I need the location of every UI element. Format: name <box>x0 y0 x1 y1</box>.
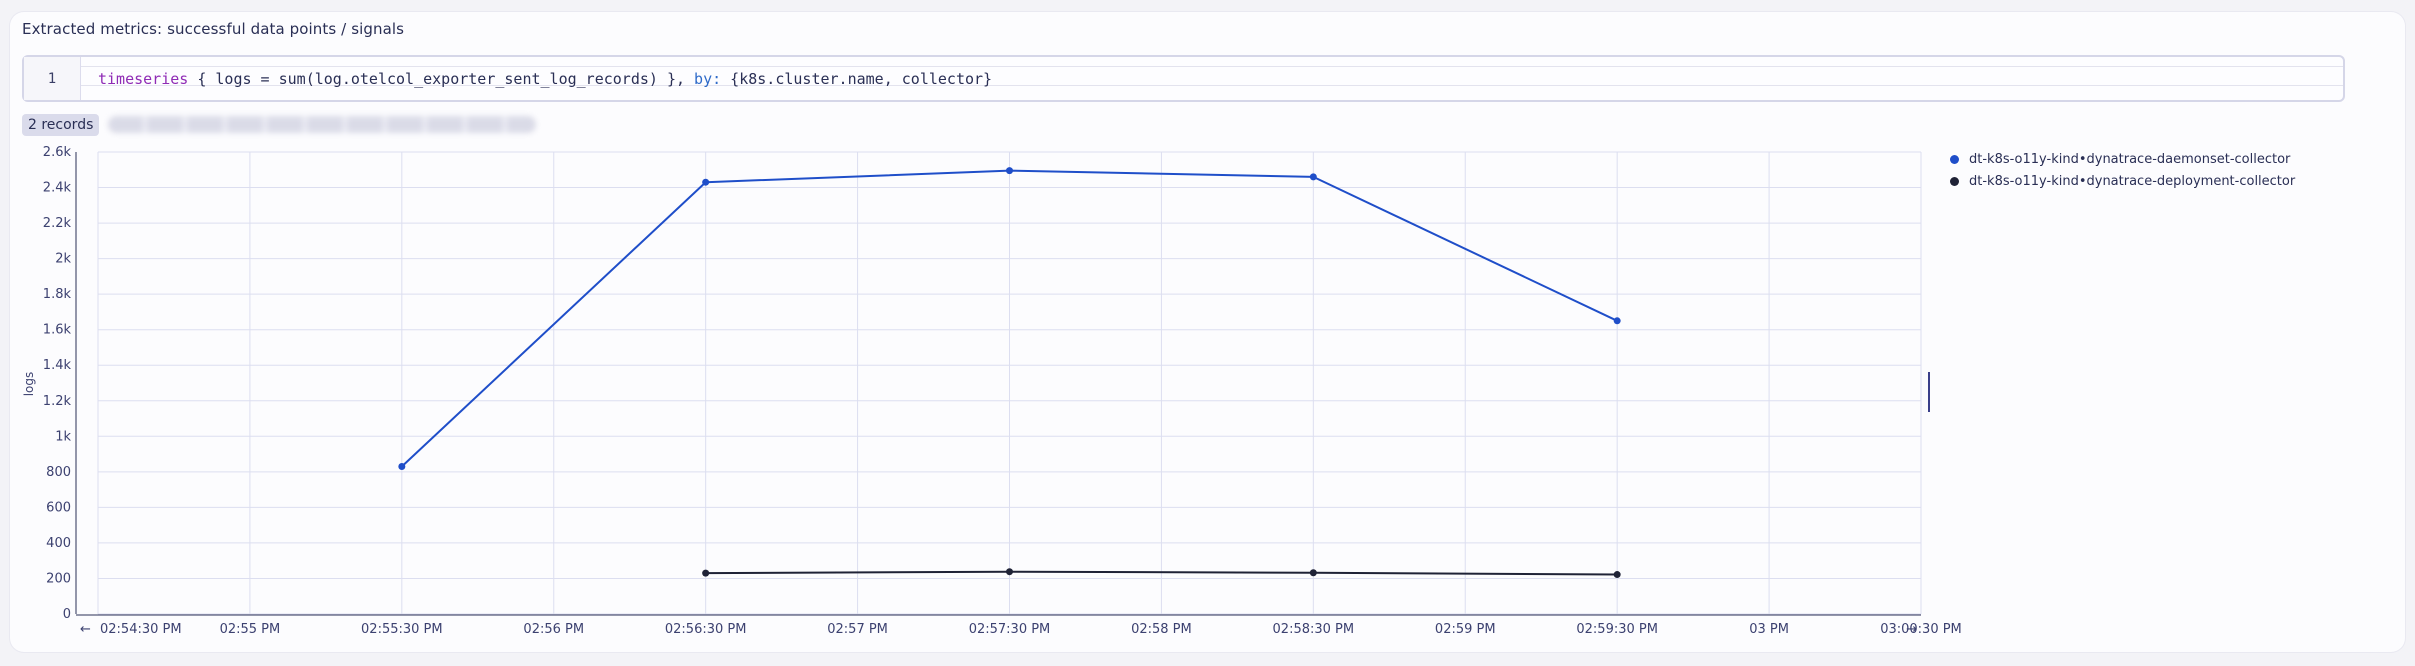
x-tick-label: 02:58:30 PM <box>1273 622 1355 637</box>
x-tick-label: 02:57:30 PM <box>969 622 1051 637</box>
data-point[interactable] <box>702 178 710 186</box>
y-tick-label: 1.8k <box>43 287 72 302</box>
data-point[interactable] <box>1613 317 1621 325</box>
legend-item-series-1[interactable]: dt-k8s-o11y-kind•dynatrace-daemonset-col… <box>1950 148 2295 170</box>
data-point[interactable] <box>1309 173 1317 181</box>
x-tick-label: 02:58 PM <box>1131 622 1192 637</box>
x-tick-label: 02:59 PM <box>1435 622 1496 637</box>
active-line-highlight <box>81 66 2343 86</box>
x-tick-label: 02:59:30 PM <box>1576 622 1658 637</box>
arrow-left-icon[interactable]: ← <box>80 622 91 637</box>
legend-item-series-2[interactable]: dt-k8s-o11y-kind•dynatrace-deployment-co… <box>1950 170 2295 192</box>
data-point[interactable] <box>1613 571 1621 579</box>
y-tick-label: 800 <box>46 465 71 480</box>
y-tick-label: 1.6k <box>43 323 72 338</box>
y-tick-label: 200 <box>46 571 71 586</box>
y-tick-label: 2k <box>55 252 71 267</box>
y-tick-label: 2.2k <box>43 216 72 231</box>
x-tick-label: 02:54:30 PM <box>100 622 182 637</box>
keyword-timeseries: timeseries <box>98 70 189 88</box>
query-editor[interactable]: 1 timeseries { logs = sum(log.otelcol_ex… <box>22 55 2345 102</box>
y-tick-label: 1.4k <box>43 358 72 373</box>
x-tick-label: 03:00:30 PM <box>1880 622 1962 637</box>
records-badge: 2 records <box>22 114 100 136</box>
x-tick-label: 02:56 PM <box>523 622 584 637</box>
chart-legend: dt-k8s-o11y-kind•dynatrace-daemonset-col… <box>1950 148 2295 192</box>
resize-handle[interactable] <box>1928 372 1930 412</box>
legend-swatch-series-2 <box>1950 176 1959 186</box>
legend-swatch-series-1 <box>1950 154 1959 164</box>
y-tick-label: 2.6k <box>43 145 72 160</box>
data-point[interactable] <box>702 569 710 577</box>
y-tick-label: 0 <box>63 607 71 622</box>
y-tick-label: 1k <box>55 429 71 444</box>
x-tick-label: 02:56:30 PM <box>665 622 747 637</box>
data-point[interactable] <box>1006 167 1013 175</box>
arrow-right-icon[interactable]: → <box>1906 622 1917 637</box>
legend-label-series-1: dt-k8s-o11y-kind•dynatrace-daemonset-col… <box>1969 151 2291 167</box>
query-tail: {k8s.cluster.name, collector} <box>721 70 993 88</box>
y-axis-label: logs <box>22 372 36 397</box>
y-tick-label: 1.2k <box>43 394 72 409</box>
data-point[interactable] <box>1309 569 1317 577</box>
x-tick-label: 02:57 PM <box>827 622 888 637</box>
y-tick-label: 2.4k <box>43 181 72 196</box>
x-tick-label: 02:55 PM <box>220 622 281 637</box>
keyword-by: by: <box>694 70 722 88</box>
line-number: 1 <box>24 57 81 100</box>
legend-label-series-2: dt-k8s-o11y-kind•dynatrace-deployment-co… <box>1969 173 2296 189</box>
data-point[interactable] <box>1006 568 1013 576</box>
y-tick-label: 400 <box>46 536 71 551</box>
query-code[interactable]: timeseries { logs = sum(log.otelcol_expo… <box>98 70 992 88</box>
blurred-query-info <box>108 116 536 133</box>
panel-title: Extracted metrics: successful data point… <box>22 20 405 38</box>
y-tick-label: 600 <box>46 500 71 515</box>
x-tick-label: 02:55:30 PM <box>361 622 443 637</box>
x-tick-label: 03 PM <box>1749 622 1789 637</box>
query-body: { logs = sum(log.otelcol_exporter_sent_l… <box>188 70 695 88</box>
data-point[interactable] <box>398 463 406 471</box>
series-line-2 <box>705 570 1618 576</box>
